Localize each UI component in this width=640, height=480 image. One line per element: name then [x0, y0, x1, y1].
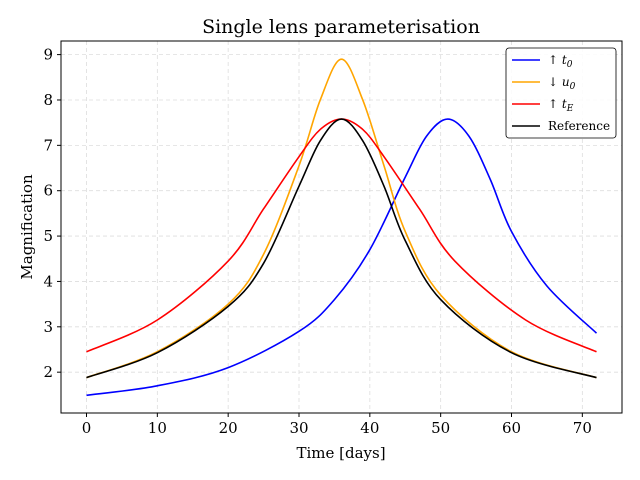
- series-reference-line: [86, 118, 597, 379]
- y-tick-label: 5: [43, 227, 53, 245]
- legend-label-main: ↓ u: [548, 75, 570, 89]
- y-tick-label: 6: [43, 182, 53, 200]
- x-tick-label: 50: [431, 419, 450, 437]
- series-t0-line: [86, 118, 598, 397]
- chart-title: Single lens parameterisation: [202, 16, 480, 38]
- legend-label-subscript: 0: [570, 82, 576, 92]
- legend-label-main: Reference: [548, 119, 610, 133]
- series-lines: [86, 58, 598, 397]
- x-axis: 0 10 20 30 40 50 60 70: [82, 413, 592, 437]
- x-tick-label: 0: [82, 419, 92, 437]
- x-tick-label: 70: [573, 419, 592, 437]
- legend-label: ↑ tE: [548, 97, 574, 114]
- y-axis: 2 3 4 5 6 7 8 9: [43, 46, 61, 381]
- legend-box: [505, 47, 617, 139]
- y-tick-label: 3: [43, 318, 53, 336]
- x-axis-label: Time [days]: [296, 444, 385, 462]
- series-te-line: [86, 118, 597, 353]
- y-tick-label: 8: [43, 91, 53, 109]
- series-u0-line: [86, 58, 597, 379]
- x-tick-label: 20: [219, 419, 238, 437]
- legend-label-main: ↑ t: [548, 53, 567, 67]
- x-tick-label: 60: [502, 419, 521, 437]
- legend-label-subscript: 0: [567, 60, 573, 70]
- legend-label-subscript: E: [566, 104, 574, 114]
- plot-frame: [60, 40, 623, 414]
- legend-label: Reference: [548, 119, 610, 133]
- legend-label: ↓ u0: [548, 75, 576, 92]
- y-tick-label: 4: [43, 272, 53, 290]
- x-tick-label: 10: [148, 419, 167, 437]
- y-axis-label: Magnification: [18, 174, 36, 280]
- y-tick-label: 9: [43, 46, 53, 64]
- legend-label: ↑ t0: [548, 53, 573, 70]
- x-tick-label: 40: [360, 419, 379, 437]
- y-tick-label: 7: [43, 136, 53, 154]
- y-tick-label: 2: [43, 363, 53, 381]
- legend-label-main: ↑ t: [548, 97, 567, 111]
- x-tick-label: 30: [289, 419, 308, 437]
